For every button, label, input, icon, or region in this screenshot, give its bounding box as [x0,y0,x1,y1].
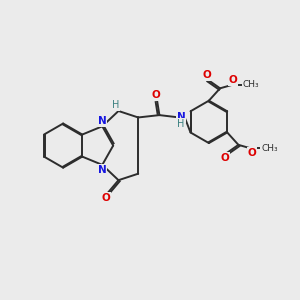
Text: O: O [101,193,110,203]
Text: O: O [151,90,160,100]
Text: N: N [176,112,185,122]
Text: H: H [112,100,119,110]
Text: CH₃: CH₃ [261,144,278,153]
Text: N: N [98,165,107,175]
Text: O: O [229,75,238,85]
Text: O: O [202,70,211,80]
Text: O: O [221,153,230,163]
Text: O: O [247,148,256,158]
Text: H: H [177,119,184,129]
Text: CH₃: CH₃ [243,80,259,89]
Text: N: N [98,116,107,126]
